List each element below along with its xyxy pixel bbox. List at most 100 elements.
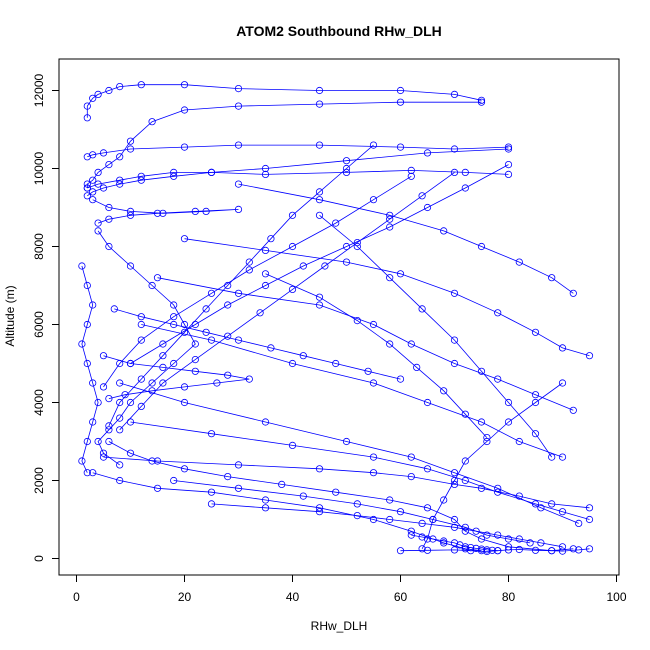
data-point — [89, 188, 97, 196]
x-tick-label: 100 — [606, 590, 626, 604]
data-point — [558, 344, 567, 352]
data-point — [191, 367, 199, 375]
data-point — [315, 141, 324, 149]
data-point — [245, 266, 253, 274]
data-point — [396, 86, 405, 95]
data-point — [137, 172, 145, 180]
data-point — [78, 457, 86, 465]
data-series — [83, 166, 513, 192]
data-point — [423, 398, 432, 407]
series-line — [103, 175, 412, 388]
data-point — [472, 544, 480, 553]
data-point — [342, 242, 351, 251]
data-point — [116, 180, 124, 188]
data-point — [407, 340, 415, 348]
data-point — [461, 523, 469, 531]
data-point — [585, 504, 594, 512]
data-point — [83, 192, 91, 200]
data-series — [89, 196, 243, 227]
y-tick-label: 8000 — [32, 233, 46, 260]
series-line — [141, 324, 563, 458]
data-point — [477, 418, 486, 426]
data-point — [148, 281, 156, 290]
data-point — [83, 359, 91, 368]
data-point — [234, 85, 243, 93]
series-line — [86, 84, 482, 118]
data-point — [99, 383, 108, 391]
data-point — [94, 219, 102, 227]
chart-title: ATOM2 Southbound RHw_DLH — [236, 23, 442, 39]
data-point — [332, 219, 340, 227]
data-point — [386, 211, 394, 219]
data-point — [116, 83, 124, 91]
data-point — [224, 281, 232, 290]
series-line — [130, 164, 509, 364]
series-line — [108, 441, 574, 552]
data-point — [315, 196, 324, 204]
data-series — [99, 172, 415, 391]
data-point — [494, 375, 502, 383]
data-point — [531, 391, 540, 399]
data-point — [105, 394, 113, 403]
data-point — [531, 546, 540, 554]
data-point — [234, 484, 243, 492]
data-point — [515, 437, 523, 446]
data-point — [537, 504, 545, 512]
data-point — [440, 387, 448, 395]
data-point — [369, 453, 378, 461]
data-series — [89, 469, 486, 555]
data-point — [180, 398, 189, 407]
data-point — [83, 102, 91, 110]
data-point — [504, 170, 513, 178]
data-point — [207, 488, 216, 496]
data-point — [440, 496, 448, 504]
data-point — [83, 281, 91, 290]
data-point — [423, 149, 432, 157]
data-point — [110, 305, 118, 313]
series-line — [238, 183, 574, 294]
series-line — [411, 534, 498, 552]
data-point — [207, 168, 216, 176]
data-series — [153, 274, 577, 414]
data-point — [467, 543, 475, 552]
data-point — [159, 209, 167, 217]
data-point — [180, 328, 189, 336]
data-point — [504, 161, 513, 169]
y-tick-label: 12000 — [32, 73, 46, 107]
data-point — [321, 262, 329, 270]
data-point — [261, 496, 270, 504]
data-series — [105, 141, 378, 430]
data-point — [224, 472, 232, 481]
data-point — [83, 437, 91, 446]
data-point — [180, 320, 189, 329]
data-point — [99, 352, 108, 360]
data-point — [483, 531, 491, 539]
data-point — [461, 545, 469, 553]
data-series — [207, 500, 567, 551]
y-tick-label: 6000 — [32, 311, 46, 338]
data-point — [548, 500, 556, 508]
data-point — [180, 383, 189, 391]
series-line — [400, 548, 590, 552]
data-point — [569, 289, 577, 297]
data-point — [407, 527, 415, 535]
data-point — [548, 547, 556, 555]
data-point — [386, 274, 394, 282]
data-point — [89, 196, 97, 204]
data-point — [429, 535, 437, 543]
series-layer — [78, 81, 594, 556]
data-point — [342, 157, 351, 165]
data-point — [558, 453, 567, 461]
data-point — [450, 469, 459, 477]
data-point — [450, 546, 459, 554]
data-point — [461, 168, 469, 176]
data-point — [224, 332, 232, 340]
data-point — [180, 143, 189, 151]
data-point — [461, 527, 469, 535]
series-line — [87, 148, 509, 197]
x-axis-label: RHw_DLH — [311, 619, 368, 633]
data-point — [531, 328, 540, 336]
data-series — [83, 141, 513, 161]
series-line — [421, 382, 563, 549]
